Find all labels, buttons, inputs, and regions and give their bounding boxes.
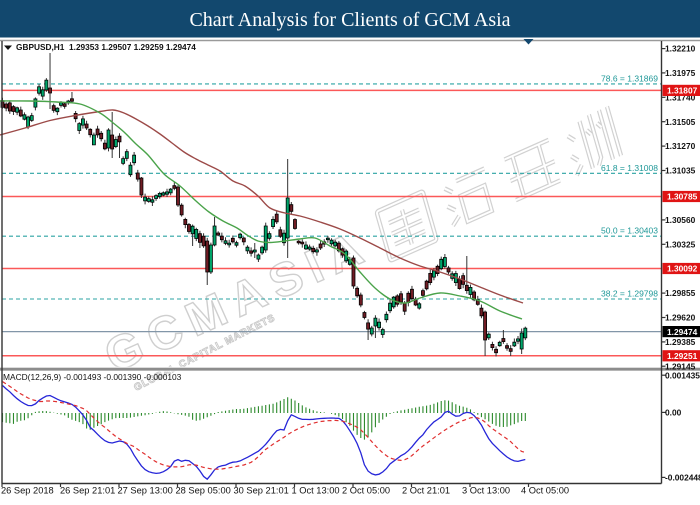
svg-text:1.29855: 1.29855 [665, 288, 696, 298]
svg-text:3 Oct 13:00: 3 Oct 13:00 [462, 486, 510, 496]
svg-text:1.31270: 1.31270 [665, 141, 696, 151]
svg-text:1.30092: 1.30092 [667, 264, 698, 274]
svg-text:78.6 = 1.31869: 78.6 = 1.31869 [601, 73, 658, 83]
svg-text:1 Oct 13:00: 1 Oct 13:00 [292, 486, 340, 496]
svg-text:1.30785: 1.30785 [667, 192, 698, 202]
svg-text:26 Sep 2018: 26 Sep 2018 [1, 486, 54, 496]
svg-text:1.32210: 1.32210 [665, 44, 696, 54]
svg-text:GBPUSD,H1 1.29353 1.29507 1.2: GBPUSD,H1 1.29353 1.29507 1.29259 1.2947… [16, 42, 196, 52]
svg-text:28 Sep 05:00: 28 Sep 05:00 [176, 486, 231, 496]
svg-text:1.29620: 1.29620 [665, 313, 696, 323]
svg-text:1.31035: 1.31035 [665, 166, 696, 176]
svg-text:4 Oct 05:00: 4 Oct 05:00 [521, 486, 569, 496]
svg-text:2 Oct 05:00: 2 Oct 05:00 [342, 486, 390, 496]
svg-text:Chart Analysis for Clients of: Chart Analysis for Clients of GCM Asia [189, 9, 510, 31]
svg-text:2 Oct 21:01: 2 Oct 21:01 [402, 486, 450, 496]
svg-text:38.2 = 1.29798: 38.2 = 1.29798 [601, 289, 658, 299]
svg-text:1.29251: 1.29251 [667, 351, 698, 361]
svg-text:30 Sep 21:01: 30 Sep 21:01 [234, 486, 289, 496]
svg-text:1.31505: 1.31505 [665, 117, 696, 127]
svg-text:1.30325: 1.30325 [665, 239, 696, 249]
svg-text:61.8 = 1.31008: 61.8 = 1.31008 [601, 163, 658, 173]
svg-text:1.30560: 1.30560 [665, 215, 696, 225]
svg-text:0.00: 0.00 [665, 408, 682, 418]
svg-text:0.001435: 0.001435 [665, 370, 700, 380]
svg-text:-0.002448: -0.002448 [665, 473, 700, 483]
svg-text:1.29385: 1.29385 [665, 337, 696, 347]
svg-text:MACD(12,26,9) -0.001493 -0.001: MACD(12,26,9) -0.001493 -0.001390 -0.000… [3, 372, 182, 382]
svg-text:27 Sep 13:00: 27 Sep 13:00 [118, 486, 173, 496]
svg-text:1.29474: 1.29474 [667, 327, 698, 337]
svg-text:1.31807: 1.31807 [667, 86, 698, 96]
svg-text:1.31975: 1.31975 [665, 68, 696, 78]
svg-text:50.0 = 1.30403: 50.0 = 1.30403 [601, 226, 658, 236]
svg-text:26 Sep 21:01: 26 Sep 21:01 [60, 486, 115, 496]
